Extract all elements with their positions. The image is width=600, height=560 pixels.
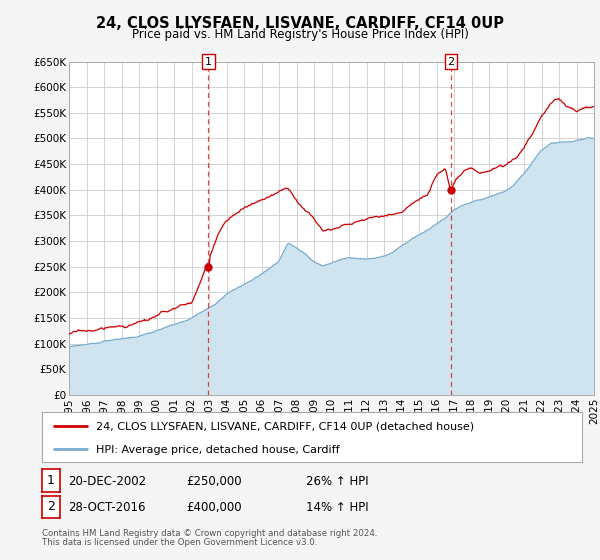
Text: 2: 2 (47, 500, 55, 514)
Text: 24, CLOS LLYSFAEN, LISVANE, CARDIFF, CF14 0UP (detached house): 24, CLOS LLYSFAEN, LISVANE, CARDIFF, CF1… (96, 422, 474, 432)
Text: 2: 2 (448, 57, 455, 67)
Text: 14% ↑ HPI: 14% ↑ HPI (306, 501, 368, 515)
Text: 24, CLOS LLYSFAEN, LISVANE, CARDIFF, CF14 0UP: 24, CLOS LLYSFAEN, LISVANE, CARDIFF, CF1… (96, 16, 504, 31)
Text: This data is licensed under the Open Government Licence v3.0.: This data is licensed under the Open Gov… (42, 538, 317, 547)
Text: £400,000: £400,000 (186, 501, 242, 515)
Text: Price paid vs. HM Land Registry's House Price Index (HPI): Price paid vs. HM Land Registry's House … (131, 28, 469, 41)
Text: 28-OCT-2016: 28-OCT-2016 (68, 501, 145, 515)
Text: 26% ↑ HPI: 26% ↑ HPI (306, 475, 368, 488)
Text: 1: 1 (205, 57, 212, 67)
Text: £250,000: £250,000 (186, 475, 242, 488)
Text: Contains HM Land Registry data © Crown copyright and database right 2024.: Contains HM Land Registry data © Crown c… (42, 529, 377, 538)
Text: 20-DEC-2002: 20-DEC-2002 (68, 475, 146, 488)
Text: 1: 1 (47, 474, 55, 487)
Text: HPI: Average price, detached house, Cardiff: HPI: Average price, detached house, Card… (96, 445, 340, 455)
